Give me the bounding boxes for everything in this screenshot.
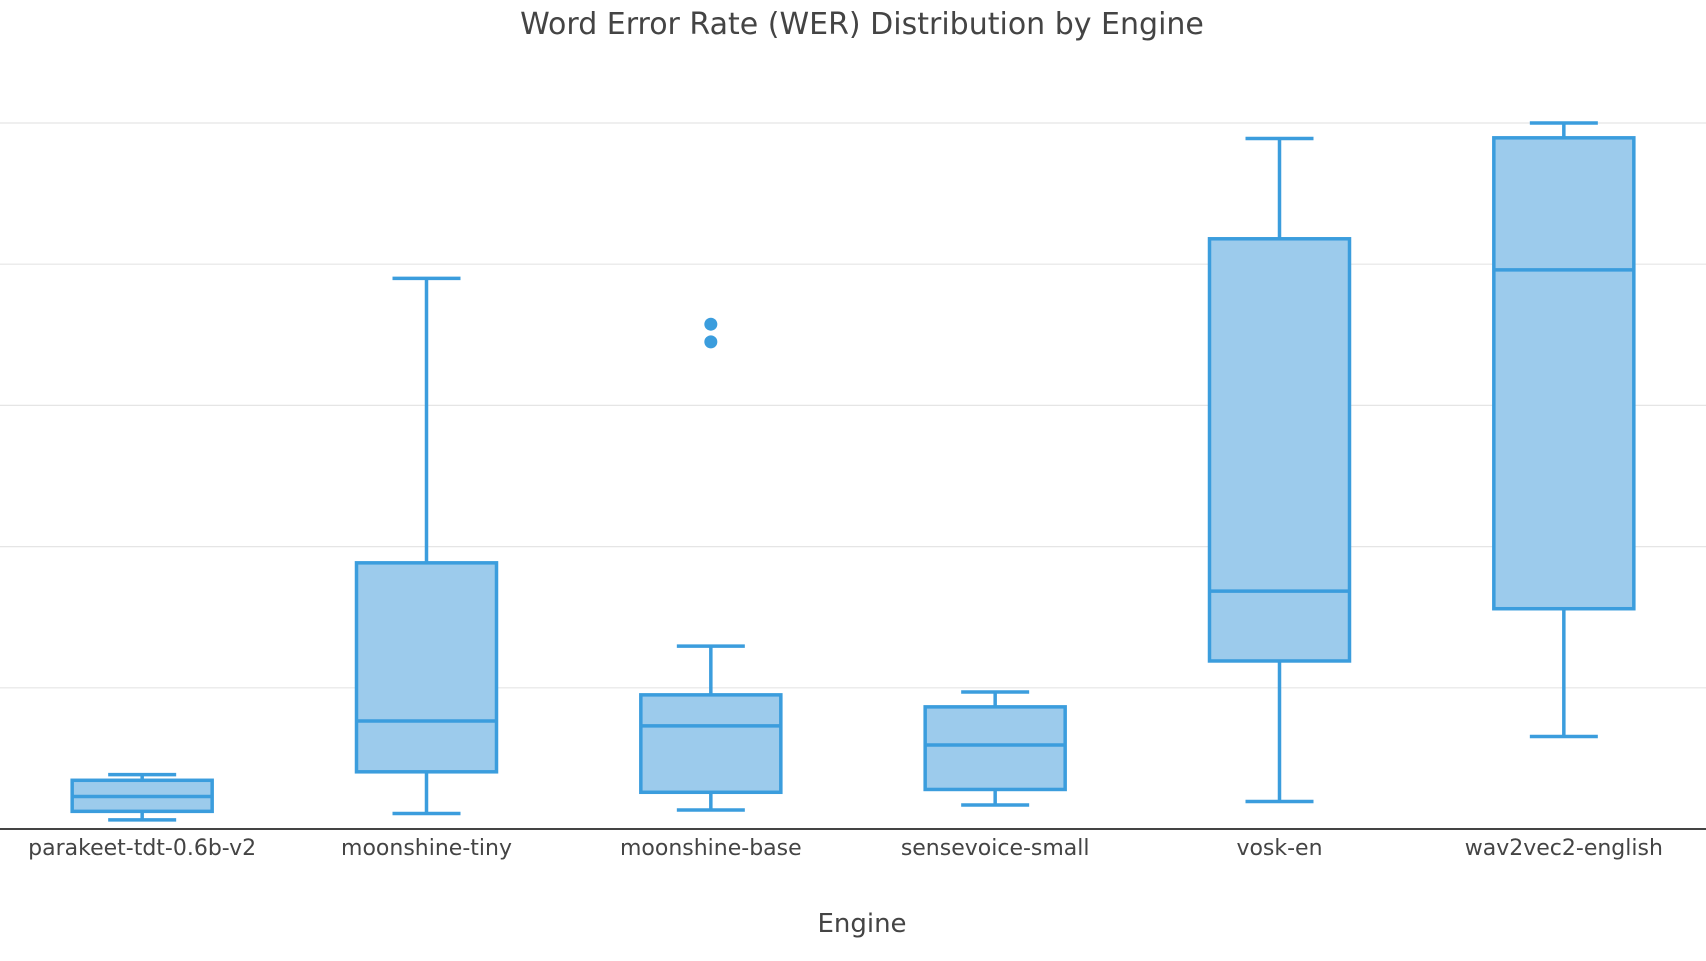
gridlines [0, 122, 1706, 689]
box-parakeet-tdt-0.6b-v2 [70, 772, 214, 822]
box-body [923, 705, 1067, 792]
box-body [354, 561, 499, 774]
outlier-point [704, 335, 718, 349]
x-tick-label: moonshine-base [620, 836, 802, 861]
box-body [639, 693, 783, 795]
box-wav2vec2-english [1492, 121, 1636, 739]
box-sensevoice-small [923, 690, 1067, 807]
x-tick-label: moonshine-tiny [341, 836, 512, 861]
outlier-point [704, 317, 718, 331]
x-tick-label: parakeet-tdt-0.6b-v2 [28, 836, 256, 861]
chart-title: Word Error Rate (WER) Distribution by En… [520, 7, 1204, 42]
x-axis-title: Engine [817, 909, 906, 939]
box-body [1207, 237, 1352, 663]
x-tick-label: wav2vec2-english [1465, 836, 1663, 861]
box-moonshine-base [639, 317, 783, 812]
x-tick-label: vosk-en [1236, 836, 1322, 861]
box-plots [70, 121, 1636, 822]
x-tick-label: sensevoice-small [901, 836, 1090, 861]
box-body [1492, 136, 1636, 611]
box-moonshine-tiny [354, 276, 499, 816]
x-tick-labels: parakeet-tdt-0.6b-v2 moonshine-tiny moonsh… [28, 836, 1663, 861]
box-vosk-en [1207, 136, 1352, 804]
